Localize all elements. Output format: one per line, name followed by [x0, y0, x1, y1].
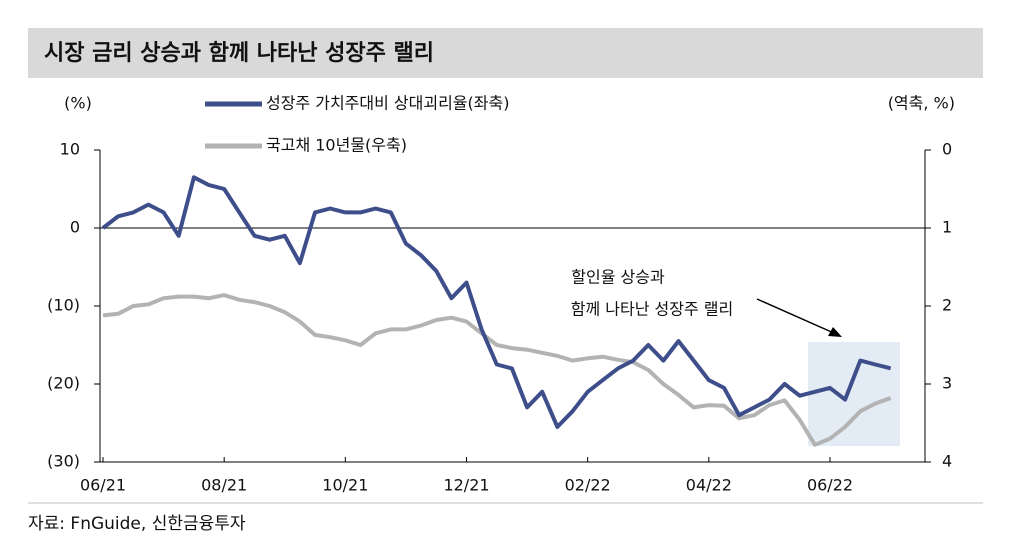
y-tick-label: (10): [47, 296, 80, 315]
annotation-arrow: [756, 298, 837, 335]
y-tick-label: 0: [70, 218, 80, 237]
x-tick-label: 06/21: [80, 476, 126, 495]
arrow-head: [828, 327, 842, 337]
x-tick-label: 12/21: [443, 476, 489, 495]
title-bar: [28, 28, 983, 78]
y2-tick-label: 4: [942, 452, 952, 471]
y2-tick-label: 3: [942, 374, 952, 393]
x-tick-label: 06/22: [807, 476, 853, 495]
y2-tick-label: 2: [942, 296, 952, 315]
source: 자료: FnGuide, 신한금융투자: [28, 514, 246, 534]
y-tick-label: (30): [47, 452, 80, 471]
x-tick-label: 02/22: [565, 476, 611, 495]
legend-label: 국고채 10년물(우축): [266, 136, 407, 155]
y2-axis-label: (역축, %): [888, 94, 955, 113]
series-line: [101, 175, 892, 429]
legend-label: 성장주 가치주대비 상대괴리율(좌축): [266, 94, 509, 113]
annotation: 함께 나타난 성장주 랠리: [571, 300, 733, 319]
y-tick-label: 10: [60, 140, 80, 159]
y2-tick-label: 0: [942, 140, 952, 159]
annotation: 할인율 상승과: [571, 268, 665, 287]
highlight-box: [808, 342, 900, 446]
series-line: [102, 293, 892, 447]
y2-tick-label: 1: [942, 218, 952, 237]
x-tick-label: 08/21: [201, 476, 247, 495]
x-tick-label: 10/21: [322, 476, 368, 495]
x-tick-label: 04/22: [686, 476, 732, 495]
y-axis-label: (%): [64, 94, 92, 113]
y-tick-label: (20): [47, 374, 80, 393]
chart-title: 시장 금리 상승과 함께 나타난 성장주 랠리: [44, 41, 434, 66]
